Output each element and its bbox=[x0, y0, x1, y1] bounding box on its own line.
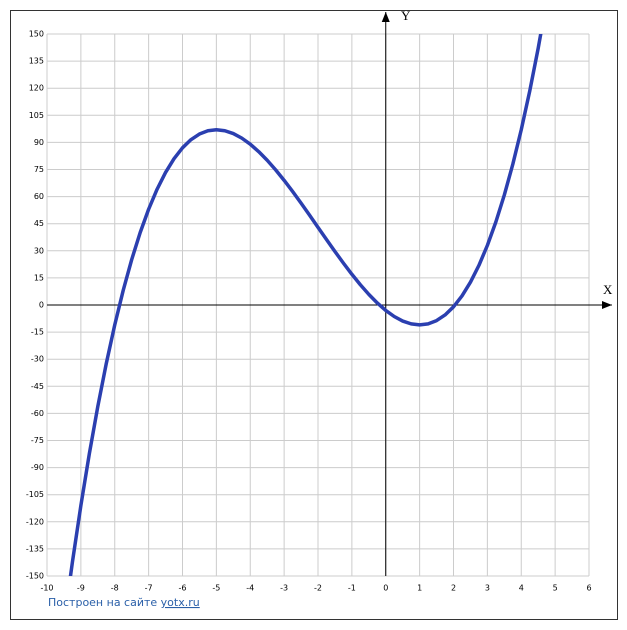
y-tick-label: 135 bbox=[29, 57, 44, 66]
x-tick-label: 4 bbox=[519, 584, 524, 593]
y-tick-label: -45 bbox=[31, 382, 44, 391]
y-tick-label: -75 bbox=[31, 436, 44, 445]
x-tick-label: -1 bbox=[348, 584, 356, 593]
y-arrow bbox=[381, 12, 390, 22]
y-tick-label: -60 bbox=[31, 409, 44, 418]
x-tick-label: -5 bbox=[212, 584, 220, 593]
frame bbox=[10, 10, 618, 620]
y-tick-label: 15 bbox=[34, 273, 44, 282]
x-tick-label: -8 bbox=[111, 584, 119, 593]
y-tick-label: 60 bbox=[34, 192, 44, 201]
y-tick-label: 30 bbox=[34, 246, 44, 255]
x-tick-label: -10 bbox=[40, 584, 53, 593]
x-tick-label: 2 bbox=[451, 584, 456, 593]
y-tick-label: -90 bbox=[31, 463, 44, 472]
y-tick-label: 120 bbox=[29, 84, 44, 93]
x-tick-label: -9 bbox=[77, 584, 85, 593]
x-arrow bbox=[602, 301, 612, 309]
y-tick-label: 45 bbox=[34, 219, 44, 228]
y-tick-label: -135 bbox=[26, 544, 44, 553]
x-tick-label: 6 bbox=[586, 584, 591, 593]
y-tick-label: -120 bbox=[26, 517, 44, 526]
y-tick-label: -105 bbox=[26, 490, 44, 499]
y-tick-label: 105 bbox=[29, 111, 44, 120]
x-tick-label: -4 bbox=[246, 584, 254, 593]
y-tick-label: 90 bbox=[34, 138, 44, 147]
x-tick-label: -2 bbox=[314, 584, 322, 593]
y-tick-label: -150 bbox=[26, 572, 44, 581]
y-axis-label: Y bbox=[401, 8, 411, 23]
x-axis-label: X bbox=[603, 282, 613, 297]
x-tick-label: -7 bbox=[145, 584, 153, 593]
x-tick-label: 3 bbox=[485, 584, 490, 593]
y-tick-label: -15 bbox=[31, 328, 44, 337]
x-tick-label: -6 bbox=[179, 584, 187, 593]
x-tick-label: 5 bbox=[553, 584, 558, 593]
footer-link[interactable]: yotx.ru bbox=[161, 596, 200, 609]
y-tick-label: 150 bbox=[29, 30, 44, 39]
y-tick-label: -30 bbox=[31, 355, 44, 364]
x-tick-label: 0 bbox=[383, 584, 388, 593]
curve bbox=[68, 34, 543, 576]
y-tick-label: 0 bbox=[39, 301, 44, 310]
footer-text: Построен на сайте bbox=[48, 596, 157, 609]
footer: Построен на сайте yotx.ru bbox=[48, 596, 200, 609]
x-tick-label: 1 bbox=[417, 584, 422, 593]
y-tick-label: 75 bbox=[34, 165, 44, 174]
x-tick-label: -3 bbox=[280, 584, 288, 593]
